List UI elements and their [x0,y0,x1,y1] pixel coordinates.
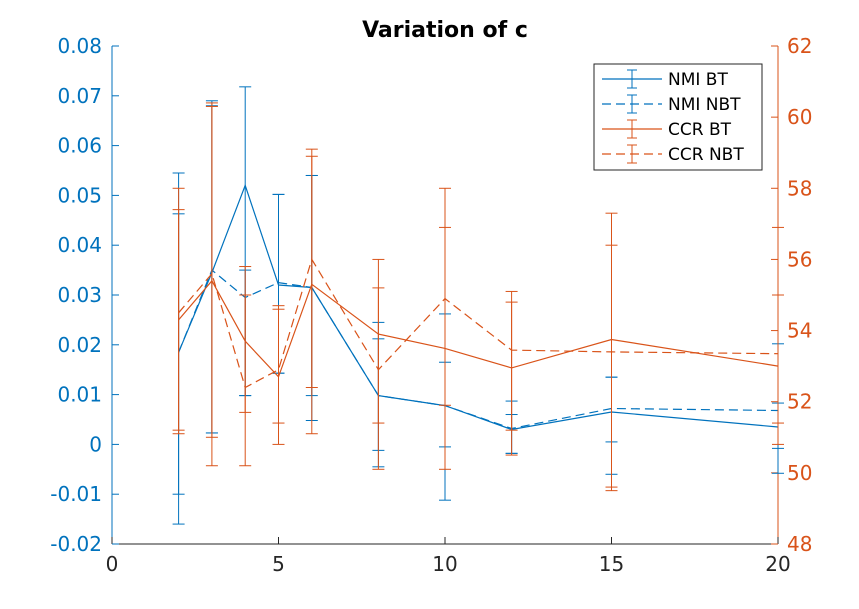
x-tick-label: 0 [106,552,119,576]
right-y-tick-label: 58 [787,176,812,200]
left-y-tick-label: 0.05 [57,183,102,207]
left-y-tick-label: 0.04 [57,233,102,257]
legend-entry: CCR BT [602,119,732,140]
right-y-tick-label: 56 [787,247,812,271]
left-y-tick-label: 0 [89,432,102,456]
x-tick-label: 10 [432,552,457,576]
x-tick-label: 5 [272,552,285,576]
series-line [178,279,779,378]
right-y-tick-label: 52 [787,390,812,414]
left-y-tick-label: 0.08 [57,34,102,58]
chart-title: Variation of c [362,18,528,43]
right-y-tick-label: 48 [787,532,812,556]
legend-entry: NMI BT [602,69,728,90]
left-y-tick-label: -0.01 [50,482,102,506]
series-ccr-nbt [172,105,784,488]
legend-entry: NMI NBT [602,94,741,115]
legend-label: CCR BT [668,120,732,140]
series-line [178,183,779,431]
axes: 0 5 10 15 20 -0.02 -0.01 0 0.01 0.02 0.03 0.04 0.05 0… [50,34,812,576]
legend-box [593,63,763,171]
right-y-tick-label: 54 [787,319,812,343]
legend-label: NMI NBT [668,95,741,115]
left-y-tick-label: -0.02 [50,532,102,556]
legend-label: CCR NBT [668,145,744,165]
x-tick-label: 20 [765,552,790,576]
right-y-tick-label: 60 [787,105,812,129]
left-y-tick-label: 0.03 [57,283,102,307]
left-y-tick-label: 0.06 [57,134,102,158]
right-y-tick-label: 62 [787,34,812,58]
left-y-tick-label: 0.07 [57,84,102,108]
legend-label: NMI BT [668,70,728,90]
x-tick-label: 15 [599,552,624,576]
right-y-tick-label: 50 [787,461,812,485]
left-y-tick-label: 0.01 [57,383,102,407]
legend: NMI BT NMI NBT CCR BT CCR NBT [593,63,763,171]
series-layer [172,86,784,525]
left-y-tick-label: 0.02 [57,333,102,357]
legend-entry: CCR NBT [602,144,744,165]
